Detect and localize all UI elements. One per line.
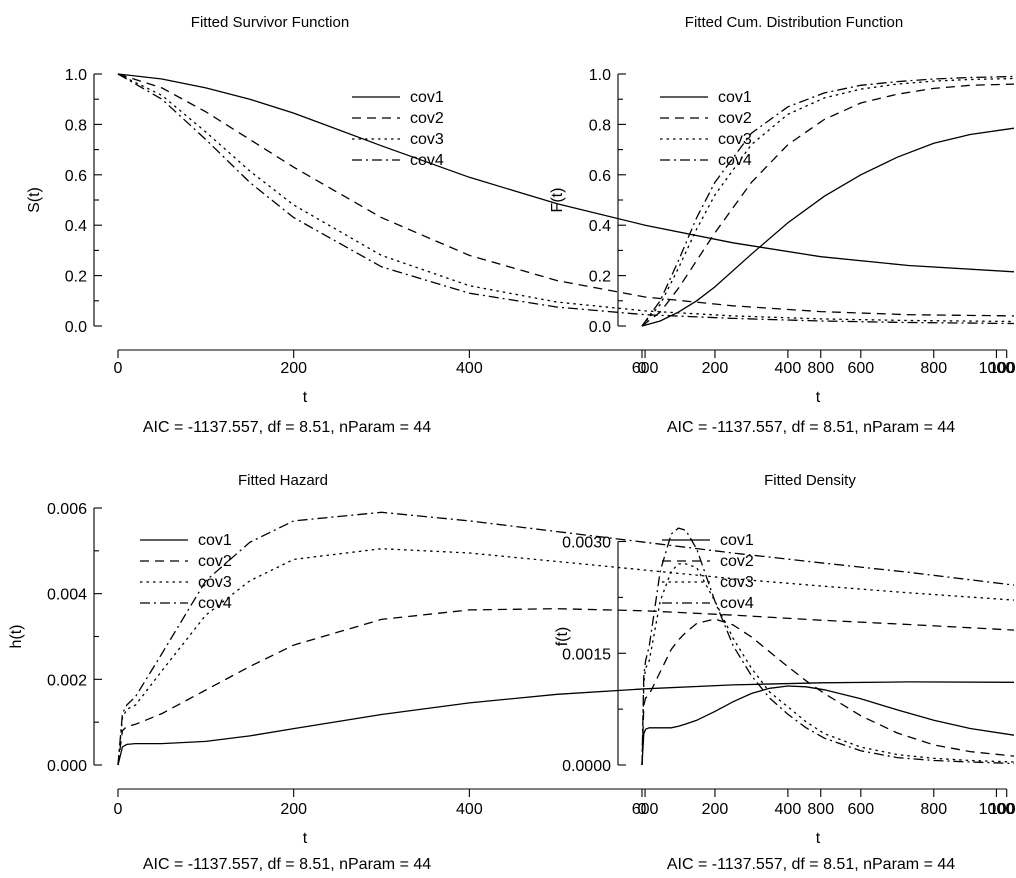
legend: cov1 cov2 cov3 cov4: [662, 532, 754, 612]
chart-title: Fitted Density: [764, 472, 856, 489]
x-tick-label: 1000: [989, 801, 1016, 818]
x-axis-label: t: [816, 389, 821, 406]
y-tick-label: 0.8: [589, 117, 611, 134]
chart-panel-3: Fitted Hazard 0.000 0.002 0.004 0.006 h(t) 0 20…: [8, 472, 1014, 873]
legend-label-cov1: cov1: [720, 532, 754, 549]
legend-label-cov3: cov3: [410, 131, 444, 148]
legend-label-cov3: cov3: [198, 574, 232, 591]
fit-statistics: AIC = -1137.557, df = 8.51, nParam = 44: [143, 419, 431, 436]
series-line-cov1: [641, 685, 1015, 766]
y-tick-label: 0.0: [65, 319, 87, 336]
legend-label-cov3: cov3: [720, 574, 754, 591]
x-tick-label: 1000: [979, 801, 1015, 818]
y-tick-label: 0.000: [47, 758, 87, 775]
x-tick-label: 200: [280, 801, 307, 818]
x-tick-label: 600: [632, 360, 659, 377]
legend-label-cov2: cov2: [198, 553, 232, 570]
x-tick-label: 0: [114, 801, 123, 818]
series-line-cov4: [641, 527, 1015, 766]
x-tick-label: 400: [456, 801, 483, 818]
series-line-cov2: [117, 608, 1015, 766]
y-tick-label: 0.2: [65, 269, 87, 286]
series-line-cov2: [117, 73, 1015, 317]
x-tick-label: 800: [920, 360, 947, 377]
series-line-cov3: [641, 563, 1015, 766]
legend-label-cov4: cov4: [718, 152, 752, 169]
y-tick-label: 0.0030: [562, 535, 611, 552]
y-tick-label: 0.002: [47, 672, 87, 689]
series-line-cov3: [641, 77, 1015, 327]
x-tick-label: 600: [632, 801, 659, 818]
series-line-cov1: [117, 681, 1015, 766]
legend-label-cov4: cov4: [410, 152, 444, 169]
fit-statistics: AIC = -1137.557, df = 8.51, nParam = 44: [143, 856, 431, 873]
series-line-cov4: [117, 73, 1015, 325]
y-tick-label: 0.0: [589, 319, 611, 336]
y-axis-label: S(t): [26, 187, 43, 213]
y-tick-label: 0.2: [589, 269, 611, 286]
series-line-cov4: [641, 75, 1015, 327]
x-tick-label: 0: [638, 801, 647, 818]
x-tick-label: 600: [847, 801, 874, 818]
y-tick-label: 1.0: [65, 67, 87, 84]
x-tick-label: 400: [775, 360, 802, 377]
chart-panel-4: Fitted Density 0.0000 0.0015 0.0030 f(t) 0 200…: [554, 472, 1016, 873]
legend: cov1 cov2 cov3 cov4: [352, 89, 444, 169]
legend-label-cov4: cov4: [198, 595, 232, 612]
x-axis-label: t: [816, 830, 821, 847]
y-tick-label: 0.0000: [562, 758, 611, 775]
series-line-cov2: [641, 618, 1015, 766]
legend-label-cov3: cov3: [718, 131, 752, 148]
x-tick-label: 800: [807, 801, 834, 818]
legend-label-cov2: cov2: [720, 553, 754, 570]
legend-label-cov1: cov1: [198, 532, 232, 549]
series-line-cov3: [117, 73, 1015, 323]
chart-title: Fitted Hazard: [238, 472, 328, 489]
legend-label-cov1: cov1: [410, 89, 444, 106]
fit-statistics: AIC = -1137.557, df = 8.51, nParam = 44: [667, 856, 955, 873]
legend-label-cov1: cov1: [718, 89, 752, 106]
legend-label-cov2: cov2: [718, 110, 752, 127]
x-tick-label: 800: [807, 360, 834, 377]
series-line-cov1: [117, 73, 1015, 273]
series-line-cov1: [641, 127, 1015, 327]
x-tick-label: 200: [702, 801, 729, 818]
y-tick-label: 0.0015: [562, 646, 611, 663]
fit-statistics: AIC = -1137.557, df = 8.51, nParam = 44: [667, 419, 955, 436]
y-tick-label: 1.0: [589, 67, 611, 84]
y-tick-label: 0.8: [65, 117, 87, 134]
y-tick-label: 0.004: [47, 587, 87, 604]
y-axis-label: F(t): [549, 188, 566, 213]
x-tick-label: 1000: [979, 360, 1015, 377]
series-line-cov2: [641, 83, 1015, 327]
y-tick-label: 0.006: [47, 501, 87, 518]
y-tick-label: 0.4: [65, 218, 87, 235]
y-axis-label: f(t): [554, 627, 571, 647]
x-tick-label: 600: [847, 360, 874, 377]
legend-label-cov2: cov2: [410, 110, 444, 127]
y-tick-label: 0.6: [589, 168, 611, 185]
x-tick-label: 1000: [989, 360, 1016, 377]
x-tick-label: 800: [920, 801, 947, 818]
x-axis-label: t: [303, 389, 308, 406]
x-tick-label: 200: [280, 360, 307, 377]
y-tick-label: 0.4: [589, 218, 611, 235]
x-tick-label: 0: [114, 360, 123, 377]
x-axis-label: t: [303, 830, 308, 847]
y-tick-label: 0.6: [65, 168, 87, 185]
y-axis-label: h(t): [8, 625, 25, 649]
series-line-cov4: [117, 511, 1015, 766]
x-tick-label: 0: [638, 360, 647, 377]
x-tick-label: 400: [456, 360, 483, 377]
legend: cov1 cov2 cov3 cov4: [660, 89, 752, 169]
x-tick-label: 200: [702, 360, 729, 377]
x-tick-label: 400: [775, 801, 802, 818]
legend-label-cov4: cov4: [720, 595, 754, 612]
legend: cov1 cov2 cov3 cov4: [140, 532, 232, 612]
chart-panel-2: Fitted Cum. Distribution Function 0.0 0.2 0…: [549, 14, 1016, 436]
chart-title: Fitted Survivor Function: [191, 14, 349, 31]
chart-title: Fitted Cum. Distribution Function: [685, 14, 903, 31]
